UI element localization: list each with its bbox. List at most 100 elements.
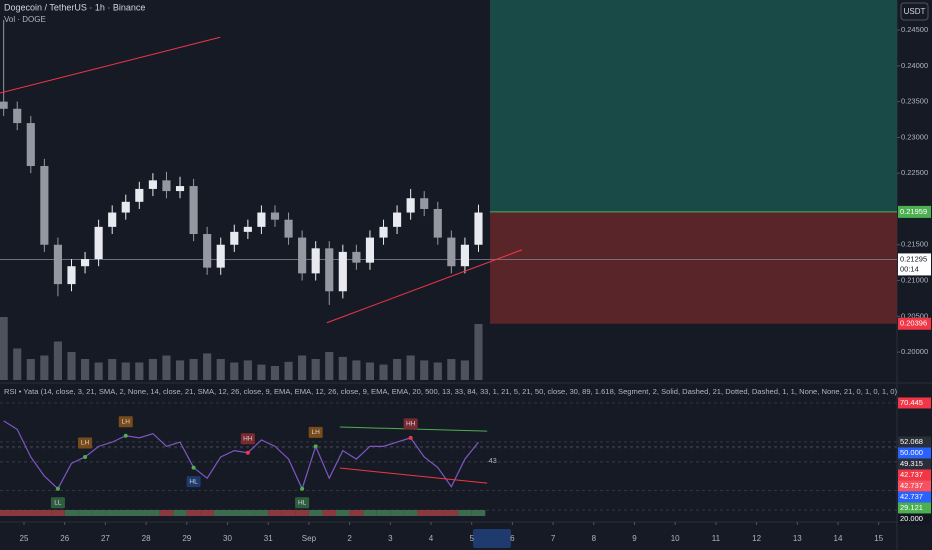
chart-title: Dogecoin / TetherUS · 1h · Binance: [4, 2, 145, 12]
y-tick-label: 0.23500: [901, 97, 928, 106]
candle-body: [40, 166, 49, 245]
volume-bar: [433, 362, 442, 380]
currency-button[interactable]: [900, 2, 929, 21]
volume-bar: [135, 362, 144, 380]
trend-strip: [64, 510, 79, 516]
candle-body: [0, 101, 8, 109]
annotation-bg: [186, 476, 201, 488]
candle-body: [352, 251, 361, 263]
volume-bar: [26, 359, 35, 380]
annotation-bg: [240, 433, 255, 445]
candle-body: [406, 198, 415, 213]
time-cursor-box: [473, 529, 511, 548]
volume-bar: [474, 324, 483, 380]
x-tick-label: Sep: [302, 534, 317, 543]
entry-label-bg: [898, 205, 931, 218]
candle-body: [135, 188, 144, 202]
trend-strip: [146, 510, 160, 516]
x-tick-label: 3: [388, 534, 393, 543]
pivot-dot: [408, 435, 413, 440]
x-tick-label: 8: [592, 534, 597, 543]
volume-bar: [270, 366, 280, 380]
x-tick-label: 30: [223, 534, 232, 543]
x-tick-label: 5: [469, 534, 474, 543]
level-label-bg: [898, 458, 931, 470]
candle-body: [270, 212, 280, 220]
volume-bar: [230, 362, 239, 380]
volume-title: Vol · DOGE: [4, 15, 46, 24]
x-tick-label: 26: [60, 534, 69, 543]
rsi-title: RSI • Yata (14, close, 3, 21, SMA, 2, No…: [4, 387, 898, 396]
level-label-bg: [898, 397, 931, 409]
trend-strip: [118, 510, 133, 516]
candle-body: [474, 212, 483, 245]
level-label-bg: [898, 513, 931, 525]
candle-body: [189, 186, 198, 235]
entry-label: 0.21959: [900, 207, 927, 216]
rsi-line: [3, 420, 479, 491]
candle-body: [393, 212, 402, 227]
volume-bar: [203, 353, 212, 380]
level-label-bg: [898, 491, 931, 503]
candle-body: [447, 237, 456, 267]
volume-bar: [352, 360, 361, 380]
currency-label[interactable]: USDT: [904, 7, 926, 16]
trend-strip: [91, 510, 106, 516]
candle-body: [162, 180, 171, 192]
volume-bar: [162, 355, 171, 380]
trend-strip: [213, 510, 228, 516]
pivot-dot: [245, 450, 250, 455]
candle-body: [80, 259, 90, 267]
trend-strip: [78, 510, 92, 516]
trend-strip: [173, 510, 187, 516]
pivot-dot: [191, 465, 196, 470]
level-label: 50.000: [900, 448, 923, 457]
y-tick-label: 0.24000: [901, 61, 928, 70]
volume-bar: [379, 364, 388, 380]
pivot-dot: [300, 486, 305, 491]
volume-bar: [243, 360, 252, 380]
trend-strip: [308, 510, 323, 516]
candle-body: [379, 226, 388, 238]
trend-strip: [254, 510, 269, 516]
x-tick-label: 4: [429, 534, 434, 543]
target-zone: [490, 0, 897, 212]
x-tick-label: 11: [712, 534, 721, 543]
level-label-bg: [898, 480, 931, 492]
pivot-dot: [55, 486, 60, 491]
y-tick-label: 0.20500: [901, 311, 928, 320]
trend-strip: [390, 510, 404, 516]
y-tick-label: 0.22500: [901, 168, 928, 177]
annotation-label: LH: [312, 429, 321, 436]
trend-strip: [227, 510, 242, 516]
volume-bar: [420, 360, 429, 380]
volume-bar: [67, 352, 76, 380]
annotation-label: HL: [189, 478, 198, 485]
annotation-bg: [50, 497, 65, 509]
trend-strip: [105, 510, 119, 516]
trend-strip: [431, 510, 445, 516]
annotation-label: HH: [406, 421, 416, 428]
trend-line: [326, 249, 523, 324]
stop-label: 0.20396: [900, 319, 927, 328]
candle-body: [311, 248, 320, 274]
volume-bar: [311, 359, 320, 380]
trend-strip: [349, 510, 364, 516]
level-label: 29.121: [900, 503, 923, 512]
volume-bar: [53, 341, 62, 380]
candle-body: [67, 266, 76, 285]
candle-body: [420, 198, 429, 209]
candle-body: [148, 180, 157, 189]
pivot-dot: [123, 433, 128, 438]
candle-body: [433, 208, 442, 238]
trend-line: [339, 467, 488, 484]
level-label-bg: [898, 469, 931, 481]
candle-body: [175, 186, 185, 192]
y-tick-label: 0.20000: [901, 347, 928, 356]
volume-bar: [406, 355, 415, 380]
candle-body: [230, 231, 239, 245]
x-tick-label: 31: [264, 534, 273, 543]
trend-strip: [417, 510, 431, 516]
candle-body: [203, 234, 212, 268]
